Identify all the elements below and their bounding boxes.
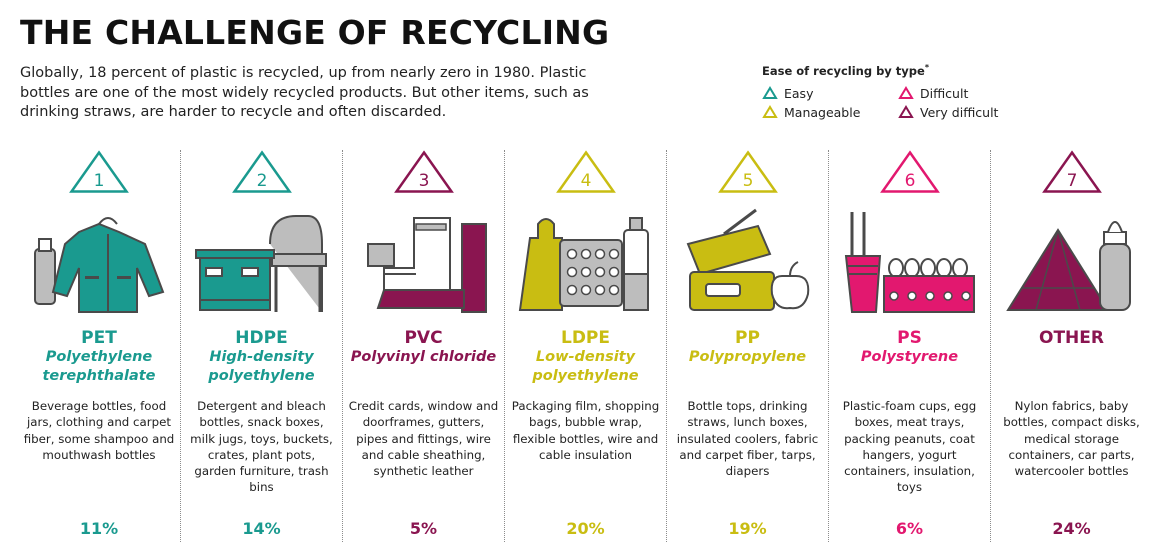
recycle-number-triangle-icon: 4 [555,150,616,193]
plastic-uses: Bottle tops, drinking straws, lunch boxe… [676,399,819,479]
recycle-number: 6 [904,171,915,191]
plastic-column-pet: 1 PET Polyethylene terephthalate Beverage … [18,150,180,542]
tent-babybottle-icon [1005,221,1131,311]
recycled-percent: 5% [409,519,438,538]
triangle-icon [762,105,778,119]
legend-label: Difficult [920,85,969,101]
legend: Ease of recycling by type* Easy Difficult… [762,63,1082,121]
page-title: THE CHALLENGE OF RECYCLING [20,13,610,52]
bag-bubblewrap-icon [518,217,649,311]
plastic-uses: Plastic-foam cups, egg boxes, meat trays… [842,399,977,495]
plastic-abbreviation: LDPE [560,328,611,348]
plastic-column-ps: 6 PS Polystyrene Plastic-foam cups, egg bo… [828,150,990,542]
legend-item-easy: Easy [762,85,898,102]
recycled-percent: 24% [1052,519,1091,538]
legend-item-manageable: Manageable [762,104,898,121]
recycle-number-triangle-icon: 1 [69,150,129,193]
plastic-abbreviation: PP [735,328,760,348]
legend-grid: Easy Difficult Manageable Very difficult [762,85,1082,121]
plastic-full-name [997,348,1147,392]
boot-pipe-icon [366,217,487,313]
plastic-column-hdpe: 2 HDPE High-density polyethylene Detergent… [180,150,342,542]
recycle-number-triangle-icon: 5 [717,150,778,193]
plastic-abbreviation: PVC [404,328,443,348]
recycle-number: 3 [418,171,429,191]
legend-label: Manageable [784,104,861,120]
plastic-abbreviation: HDPE [235,328,288,348]
intro-text: Globally, 18 percent of plastic is recyc… [20,65,589,120]
recycled-percent: 14% [242,519,281,538]
recycled-percent: 20% [566,519,605,538]
recycle-number: 4 [580,171,591,191]
plastic-uses: Beverage bottles, food jars, clothing an… [23,399,175,462]
recycle-number: 1 [94,171,105,191]
legend-label: Easy [784,85,814,101]
plastic-full-name: Low-density polyethylene [532,349,639,384]
triangle-icon [898,105,914,119]
plastic-column-pvc: 3 PVC Polyvinyl chloride Credit cards, win… [342,150,504,542]
jacket-bottle-icon [34,217,165,313]
lunchbox-straw-icon [686,208,809,311]
plastic-uses: Packaging film, shopping bags, bubble wr… [511,399,660,462]
recycle-number-triangle-icon: 2 [231,150,292,193]
legend-item-very-difficult: Very difficult [898,104,1048,121]
plastic-types: 1 PET Polyethylene terephthalate Beverage … [18,150,1152,542]
triangle-icon [762,86,778,100]
recycle-number: 5 [742,171,753,191]
plastic-full-name: Polyethylene terephthalate [42,349,156,384]
crate-chair-icon [194,215,327,312]
recycle-number-triangle-icon: 3 [393,150,454,193]
recycle-number: 7 [1066,171,1077,191]
recycle-number: 2 [256,171,267,191]
plastic-column-other: 7 OTHER Nylon fabrics, baby bottles, comp… [990,150,1152,542]
recycled-percent: 19% [728,519,767,538]
plastic-abbreviation: OTHER [1039,328,1104,348]
legend-title: Ease of recycling by type* [762,63,930,78]
plastic-column-ldpe: 4 LDPE Low-density polyethylene Packaging … [504,150,666,542]
recycle-number-triangle-icon: 6 [879,150,940,193]
plastic-uses: Detergent and bleach bottles, snack boxe… [190,399,333,495]
plastic-full-name: Polystyrene [860,349,959,365]
recycled-percent: 11% [79,519,119,538]
triangle-icon [898,86,914,100]
plastic-full-name: Polypropylene [688,349,807,365]
plastic-uses: Credit cards, window and doorframes, gut… [348,399,499,479]
legend-label: Very difficult [920,104,999,120]
plastic-abbreviation: PET [81,328,117,348]
plastic-abbreviation: PS [897,328,922,348]
cup-eggbox-icon [844,212,975,313]
legend-item-difficult: Difficult [898,85,1048,102]
plastic-full-name: Polyvinyl chloride [350,349,497,365]
recycle-number-triangle-icon: 7 [1041,150,1102,193]
plastic-full-name: High-density polyethylene [208,349,315,384]
recycled-percent: 6% [895,519,924,538]
plastic-column-pp: 5 PP Polypropylene Bottle tops, drinking s… [666,150,828,542]
plastic-uses: Nylon fabrics, baby bottles, compact dis… [1003,399,1140,479]
